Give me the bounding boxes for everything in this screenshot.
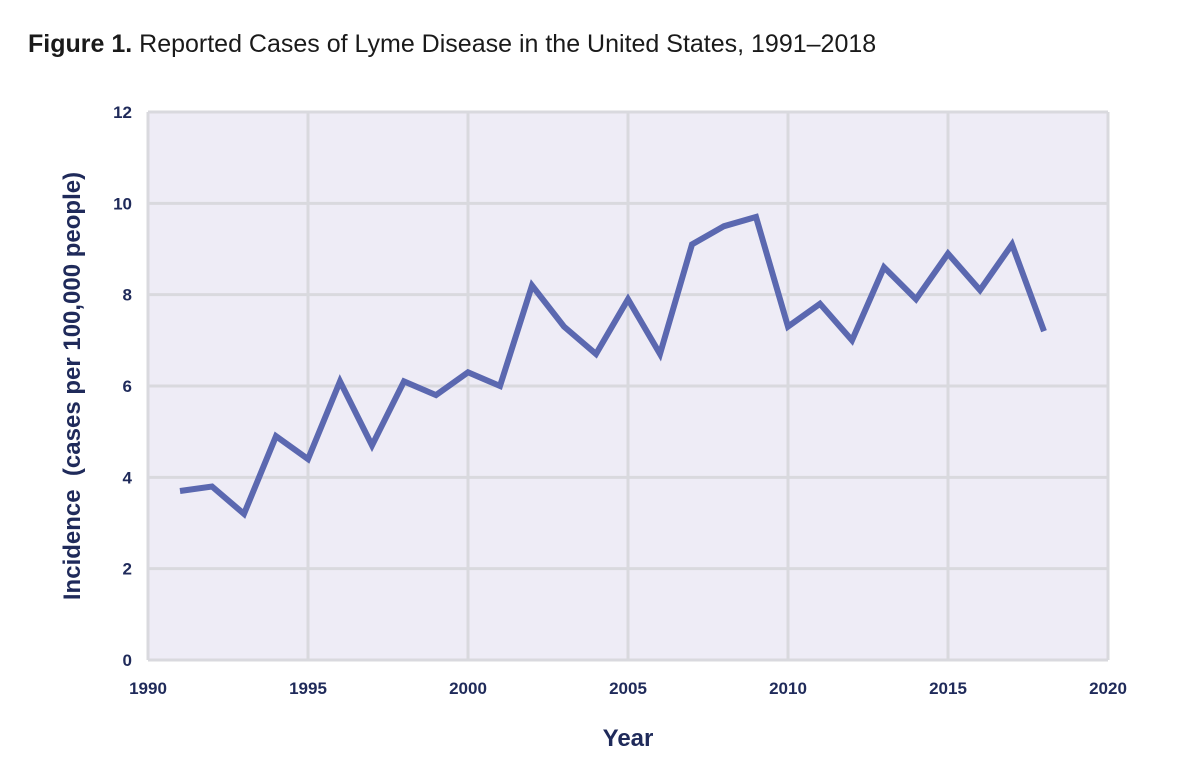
x-tick-label: 1990 (129, 679, 167, 698)
data-point (177, 488, 183, 494)
data-point (849, 337, 855, 343)
x-tick-label: 2020 (1089, 679, 1127, 698)
x-tick-label: 2010 (769, 679, 807, 698)
data-point (657, 351, 663, 357)
data-point (369, 442, 375, 448)
data-point (689, 241, 695, 247)
x-tick-label: 2015 (929, 679, 967, 698)
data-point (241, 511, 247, 517)
data-point (881, 264, 887, 270)
data-point (913, 296, 919, 302)
y-tick-label: 4 (123, 468, 133, 487)
data-point (1009, 241, 1015, 247)
x-axis-ticks: 1990 1995 2000 2005 2010 2015 2020 (129, 679, 1127, 698)
x-tick-label: 2005 (609, 679, 647, 698)
data-point (1041, 328, 1047, 334)
data-point (401, 378, 407, 384)
series-layer (177, 213, 1047, 519)
data-point (465, 369, 471, 375)
x-tick-label: 2000 (449, 679, 487, 698)
x-axis-title: Year (603, 725, 654, 752)
data-point (529, 283, 535, 289)
y-axis-ticks: 0 2 4 6 8 10 12 (113, 103, 132, 670)
figure-caption: Reported Cases of Lyme Disease in the Un… (139, 30, 877, 58)
y-tick-label: 6 (123, 377, 132, 396)
data-point (593, 351, 599, 357)
x-tick-label: 1995 (289, 679, 327, 698)
data-point (785, 324, 791, 330)
data-point (209, 483, 215, 489)
y-axis-title: Incidence (cases per 100,000 people) (59, 172, 86, 600)
data-point (753, 214, 759, 220)
y-tick-label: 0 (123, 651, 132, 670)
figure-label: Figure 1. (28, 30, 133, 58)
data-point (561, 324, 567, 330)
series-line-0 (179, 213, 1047, 519)
data-point (625, 296, 631, 302)
data-point (337, 378, 343, 384)
data-point (273, 433, 279, 439)
data-point (977, 287, 983, 293)
y-tick-label: 2 (123, 560, 132, 579)
y-tick-label: 8 (123, 286, 132, 305)
data-point (305, 456, 311, 462)
figure-title: Figure 1. Reported Cases of Lyme Disease… (28, 30, 876, 59)
y-tick-label: 12 (113, 103, 132, 122)
data-point (945, 251, 951, 257)
data-point (497, 383, 503, 389)
y-tick-label: 10 (113, 194, 132, 213)
data-point (433, 392, 439, 398)
data-point (721, 223, 727, 229)
data-point (817, 301, 823, 307)
